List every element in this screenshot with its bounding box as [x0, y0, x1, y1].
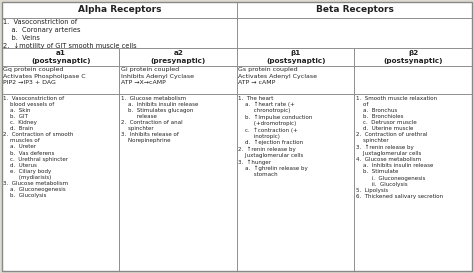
Text: 1.  Vasoconstriction of
    a.  Coronary arteries
    b.  Veins
2.  ↓motility of: 1. Vasoconstriction of a. Coronary arter…	[3, 19, 137, 49]
Bar	[2, 66, 119, 94]
Bar	[2, 2, 237, 18]
Bar	[237, 48, 355, 66]
Bar	[237, 94, 355, 271]
Text: a2
(presynaptic): a2 (presynaptic)	[151, 51, 206, 64]
Bar	[355, 94, 472, 271]
Text: Gs protein coupled
Activates Adenyl Cyclase
ATP → cAMP: Gs protein coupled Activates Adenyl Cycl…	[238, 67, 318, 85]
Text: 1.  Glucose metabolism
    a.  Inhibits insulin release
    b.  Stimulates gluca: 1. Glucose metabolism a. Inhibits insuli…	[121, 96, 199, 143]
Text: 1.  The heart
    a.  ↑heart rate (+
         chronotropic)
    b.  ↑Impulse con: 1. The heart a. ↑heart rate (+ chronotro…	[238, 96, 313, 177]
Text: β2
(postsynaptic): β2 (postsynaptic)	[383, 51, 443, 64]
Bar	[2, 48, 119, 66]
Bar	[355, 48, 472, 66]
Bar	[119, 66, 237, 94]
Text: Alpha Receptors: Alpha Receptors	[78, 5, 161, 14]
Bar	[237, 18, 472, 48]
Text: Gi protein coupled
Inhibits Adenyl Cyclase
ATP →X→cAMP: Gi protein coupled Inhibits Adenyl Cycla…	[121, 67, 194, 85]
Bar	[2, 18, 237, 48]
Bar	[237, 66, 355, 94]
Bar	[119, 48, 237, 66]
Text: a1
(postsynaptic): a1 (postsynaptic)	[31, 51, 91, 64]
Text: 1.  Smooth muscle relaxation
    of
    a.  Bronchus
    b.  Bronchioles
    c. : 1. Smooth muscle relaxation of a. Bronch…	[356, 96, 443, 199]
Text: Gq protein coupled
Activates Phospholipase C
PIP2 →IP3 + DAG: Gq protein coupled Activates Phospholipa…	[3, 67, 86, 85]
Text: β1
(postsynaptic): β1 (postsynaptic)	[266, 51, 326, 64]
Bar	[355, 66, 472, 94]
Bar	[119, 94, 237, 271]
Bar	[237, 2, 472, 18]
Text: Beta Receptors: Beta Receptors	[316, 5, 393, 14]
Text: 1.  Vasoconstriction of
    blood vessels of
    a.  Skin
    b.  GIT
    c.  Ki: 1. Vasoconstriction of blood vessels of …	[3, 96, 74, 198]
Bar	[2, 94, 119, 271]
